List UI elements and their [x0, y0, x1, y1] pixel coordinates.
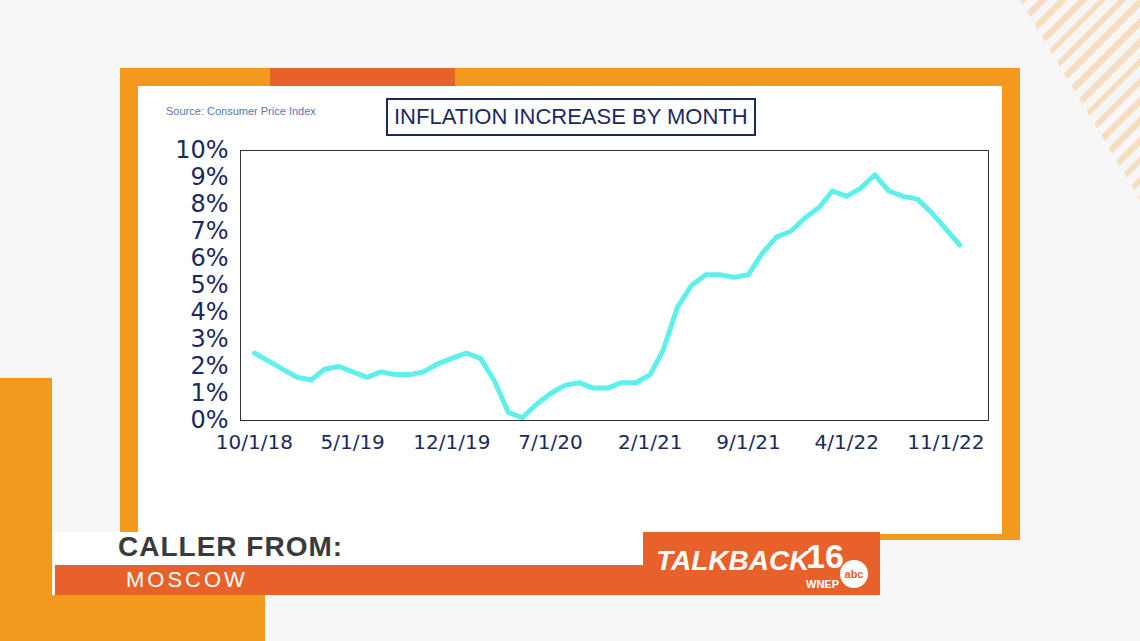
html-text:16: 16 [806, 537, 844, 575]
svg-text:5%: 5% [190, 271, 228, 299]
svg-text:4%: 4% [190, 298, 228, 326]
svg-text:3%: 3% [190, 325, 228, 353]
html-text:WNEP: WNEP [806, 578, 839, 590]
svg-text:12/1/19: 12/1/19 [413, 430, 490, 454]
svg-text:5/1/19: 5/1/19 [320, 430, 384, 454]
svg-text:10/1/18: 10/1/18 [216, 430, 293, 454]
svg-text:9%: 9% [190, 163, 228, 191]
svg-text:2%: 2% [190, 352, 228, 380]
html-text:TALKBACK: TALKBACK [656, 545, 810, 576]
svg-text:10%: 10% [175, 136, 228, 164]
svg-text:7%: 7% [190, 217, 228, 245]
html-text:MOSCOW: MOSCOW [126, 567, 248, 592]
html-text:Source: Consumer Price Index: Source: Consumer Price Index [166, 105, 316, 117]
svg-text:9/1/21: 9/1/21 [716, 430, 780, 454]
html-text:INFLATION INCREASE BY MONTH: INFLATION INCREASE BY MONTH [394, 104, 748, 129]
svg-text:2/1/21: 2/1/21 [618, 430, 682, 454]
html-text:CALLER FROM:: CALLER FROM: [118, 531, 344, 562]
svg-text:4/1/22: 4/1/22 [814, 430, 878, 454]
html-text:abc: abc [844, 568, 864, 580]
svg-text:11/1/22: 11/1/22 [907, 430, 984, 454]
svg-text:8%: 8% [190, 190, 228, 218]
svg-text:7/1/20: 7/1/20 [518, 430, 582, 454]
svg-text:1%: 1% [190, 379, 228, 407]
svg-text:6%: 6% [190, 244, 228, 272]
svg-text:0%: 0% [190, 406, 229, 435]
